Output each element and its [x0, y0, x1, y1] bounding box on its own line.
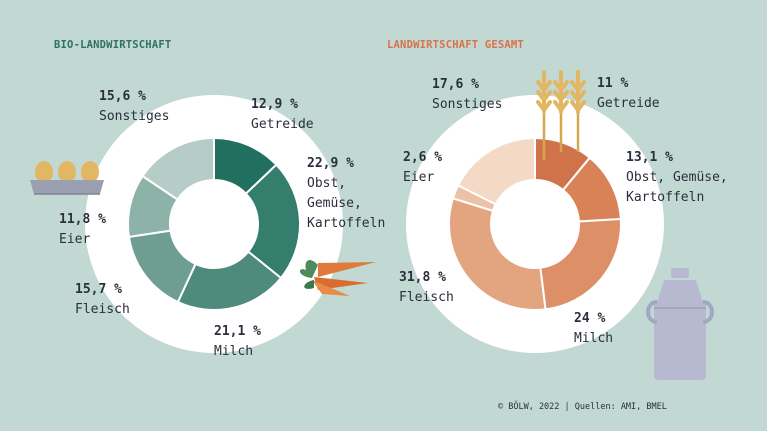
- bio-donut: [127, 136, 301, 311]
- gesamt-label-getreide: 11 % Getreide: [597, 74, 660, 114]
- category-label: Sonstiges: [432, 97, 503, 112]
- category-label: Milch: [214, 344, 254, 359]
- donut-slice-sonstiges: [141, 136, 215, 201]
- data-label: 13,1 %: [626, 150, 673, 165]
- category-label: Obst, Gemüse, Kartoffeln: [626, 170, 728, 205]
- milk-can-icon: [646, 268, 714, 380]
- category-label: Fleisch: [75, 302, 130, 317]
- gesamt-label-fleisch: 31,8 % Fleisch: [399, 268, 454, 308]
- data-label: 17,6 %: [432, 77, 479, 92]
- gesamt-label-eier: 2,6 % Eier: [403, 148, 442, 188]
- bio-label-eier: 11,8 % Eier: [59, 210, 106, 250]
- donut-slice-milch: [539, 217, 622, 311]
- category-label: Obst, Gemüse, Kartoffeln: [307, 176, 386, 231]
- source-note: © BÖLW, 2022 | Quellen: AMI, BMEL: [498, 402, 667, 412]
- category-label: Getreide: [251, 117, 314, 132]
- gesamt-donut: [448, 136, 622, 311]
- data-label: 31,8 %: [399, 270, 446, 285]
- bio-label-fleisch: 15,7 % Fleisch: [75, 280, 130, 320]
- category-label: Sonstiges: [99, 109, 170, 124]
- gesamt-donut-background: [406, 95, 664, 353]
- donut-slice-obst-gemüse-kartoffeln: [244, 163, 301, 280]
- data-label: 15,6 %: [99, 89, 146, 104]
- category-label: Eier: [59, 232, 91, 247]
- wheat-icon: [536, 70, 586, 160]
- data-label: 2,6 %: [403, 150, 443, 165]
- gesamt-chart-title: LANDWIRTSCHAFT GESAMT: [387, 39, 524, 51]
- carrot-icon: [299, 260, 376, 296]
- gesamt-label-obst: 13,1 % Obst, Gemüse, Kartoffeln: [626, 148, 730, 208]
- bio-donut-background: [85, 95, 343, 353]
- bio-label-sonstiges: 15,6 % Sonstiges: [99, 87, 169, 127]
- gesamt-label-milch: 24 % Milch: [574, 309, 613, 349]
- donut-slice-fleisch: [448, 197, 547, 311]
- data-label: 12,9 %: [251, 97, 298, 112]
- category-label: Getreide: [597, 96, 660, 111]
- bio-label-obst: 22,9 % Obst, Gemüse, Kartoffeln: [307, 154, 401, 234]
- eggs-icon: [30, 161, 104, 195]
- bio-chart-title: BIO-LANDWIRTSCHAFT: [54, 39, 172, 51]
- gesamt-label-sonstiges: 17,6 % Sonstiges: [432, 75, 502, 115]
- data-label: 11,8 %: [59, 212, 106, 227]
- bio-label-getreide: 12,9 % Getreide: [251, 95, 314, 135]
- data-label: 21,1 %: [214, 324, 261, 339]
- data-label: 24 %: [574, 311, 606, 326]
- bio-label-milch: 21,1 % Milch: [214, 322, 261, 362]
- data-label: 15,7 %: [75, 282, 122, 297]
- category-label: Eier: [403, 170, 435, 185]
- donut-slice-sonstiges: [456, 136, 536, 206]
- data-label: 22,9 %: [307, 156, 354, 171]
- category-label: Fleisch: [399, 290, 454, 305]
- data-label: 11 %: [597, 76, 629, 91]
- category-label: Milch: [574, 331, 614, 346]
